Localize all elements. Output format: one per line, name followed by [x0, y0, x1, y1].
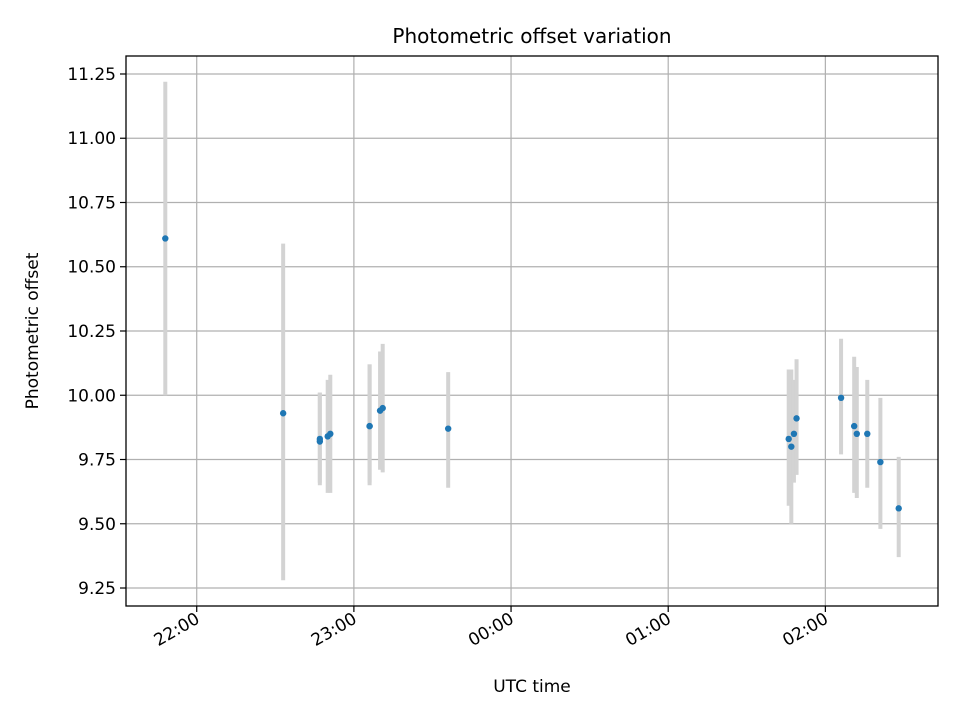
data-point — [379, 404, 386, 412]
data-point — [877, 458, 884, 466]
y-axis-ticks: 9.25 9.50 9.75 10.00 10.25 10.50 10.75 11.00 11.… — [67, 65, 126, 599]
x-tick-label: 01:00 — [622, 609, 674, 651]
data-point — [366, 422, 373, 430]
x-tick-label: 22:00 — [151, 609, 203, 651]
data-point — [790, 430, 798, 438]
data-points — [162, 235, 902, 512]
data-point — [788, 443, 795, 450]
data-point — [162, 235, 169, 242]
x-tick-label: 23:00 — [308, 609, 360, 651]
data-point — [785, 435, 792, 443]
data-point — [793, 415, 800, 422]
data-point — [895, 505, 902, 512]
y-tick-label: 10.25 — [67, 322, 116, 342]
y-axis-label: Photometric offset — [23, 252, 43, 409]
data-point — [279, 410, 287, 417]
data-point — [837, 394, 845, 402]
grid — [126, 56, 938, 606]
y-tick-label: 9.50 — [78, 515, 116, 535]
x-tick-label: 00:00 — [465, 609, 517, 651]
x-axis-ticks: 22:00 23:00 00:00 01:00 02:00 — [151, 606, 832, 651]
data-point — [316, 435, 324, 443]
y-tick-label: 10.50 — [67, 258, 116, 278]
y-tick-label: 9.25 — [78, 579, 116, 599]
y-tick-label: 9.75 — [78, 451, 116, 471]
data-point — [853, 430, 860, 438]
y-tick-label: 10.75 — [67, 193, 116, 213]
x-axis-label: UTC time — [493, 677, 571, 697]
y-tick-label: 11.25 — [67, 65, 116, 85]
data-point — [444, 425, 452, 432]
chart-title: Photometric offset variation — [392, 24, 671, 48]
data-point — [864, 430, 871, 438]
data-point — [327, 430, 334, 438]
data-point — [850, 422, 858, 430]
y-tick-label: 11.00 — [67, 129, 116, 149]
x-tick-label: 02:00 — [779, 609, 831, 651]
y-tick-label: 10.00 — [67, 386, 116, 406]
